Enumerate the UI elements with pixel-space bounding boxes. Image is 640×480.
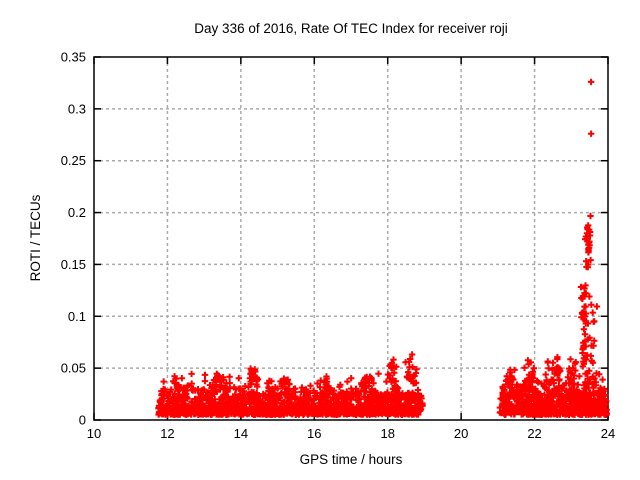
x-tick-label: 16 bbox=[307, 426, 321, 441]
scatter-points-roti bbox=[155, 78, 610, 418]
y-tick-label: 0.25 bbox=[61, 153, 86, 168]
y-tick-label: 0.1 bbox=[68, 309, 86, 324]
x-tick-label: 10 bbox=[87, 426, 101, 441]
x-axis-label: GPS time / hours bbox=[300, 452, 403, 467]
plot-area: 10 12 14 16 18 20 22 24 0 0.05 0.1 0.15 0.2 0.25 0.3 0.… bbox=[61, 50, 616, 442]
x-tick-label: 24 bbox=[601, 426, 615, 441]
x-tick-label: 20 bbox=[454, 426, 468, 441]
x-tick-label: 22 bbox=[527, 426, 541, 441]
x-tick-label: 14 bbox=[234, 426, 248, 441]
x-tick-label: 18 bbox=[380, 426, 394, 441]
y-tick-label: 0.15 bbox=[61, 257, 86, 272]
plot-frame bbox=[93, 56, 609, 421]
chart-title: Day 336 of 2016, Rate Of TEC Index for r… bbox=[194, 21, 507, 36]
y-tick-label: 0.05 bbox=[61, 361, 86, 376]
tick-labels: 10 12 14 16 18 20 22 24 0 0.05 0.1 0.15 0.2 0.25 0.3 0.… bbox=[61, 50, 616, 442]
y-axis-label: ROTI / TECUs bbox=[28, 194, 43, 281]
y-tick-label: 0.3 bbox=[68, 101, 86, 116]
x-tick-label: 12 bbox=[160, 426, 174, 441]
y-tick-label: 0 bbox=[79, 413, 86, 428]
y-tick-label: 0.2 bbox=[68, 205, 86, 220]
y-tick-label: 0.35 bbox=[61, 50, 86, 65]
